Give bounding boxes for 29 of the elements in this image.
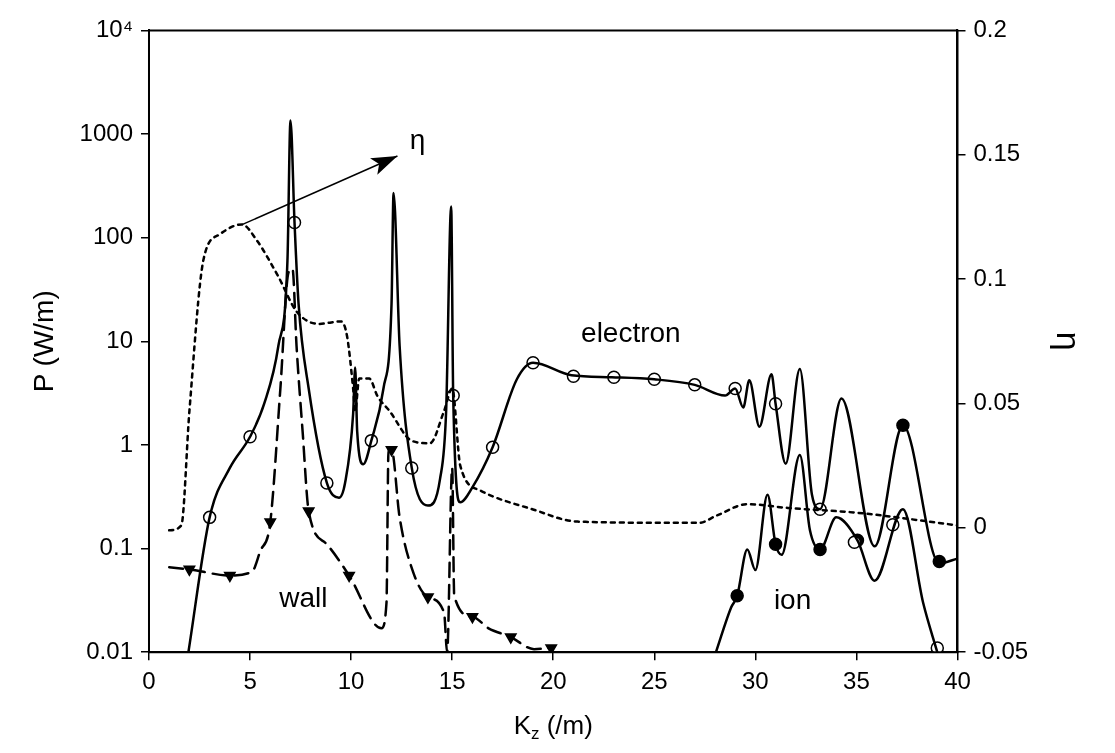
y2-tick-label: 0.2	[973, 15, 1007, 43]
series-label: wall	[278, 582, 328, 614]
x-tick-label: 25	[640, 667, 668, 695]
y-tick-label: 10⁴	[95, 15, 133, 43]
y-tick-label: 0.01	[86, 636, 133, 664]
y-tick-label: 1	[119, 429, 133, 457]
y2-axis-title: η	[1050, 331, 1089, 351]
series-label: ion	[773, 583, 812, 615]
x-tick-label: 40	[944, 667, 971, 695]
y2-tick-label: 0.1	[973, 263, 1007, 291]
y2-tick-label: 0	[973, 512, 987, 540]
y-tick-label: 0.1	[99, 533, 133, 561]
y2-tick-label: -0.05	[973, 636, 1029, 664]
y-axis-title: P (W/m)	[27, 290, 59, 393]
x-tick-label: 5	[243, 667, 257, 695]
y2-tick-label: 0.05	[973, 388, 1021, 416]
y-tick-label: 100	[92, 222, 133, 250]
y-tick-label: 1000	[79, 118, 133, 146]
x-tick-label: 30	[742, 667, 769, 695]
x-tick-label: 20	[539, 667, 567, 695]
series-label: electron	[581, 316, 681, 348]
x-tick-label: 35	[843, 667, 870, 695]
x-tick-label: 15	[438, 667, 466, 695]
point	[302, 507, 315, 518]
y-tick-label: 10	[106, 325, 133, 353]
y2-tick-label: 0.15	[973, 139, 1021, 167]
text: η	[409, 124, 426, 156]
x-tick-label: 0	[142, 667, 156, 695]
x-tick-label: 10	[337, 667, 365, 695]
